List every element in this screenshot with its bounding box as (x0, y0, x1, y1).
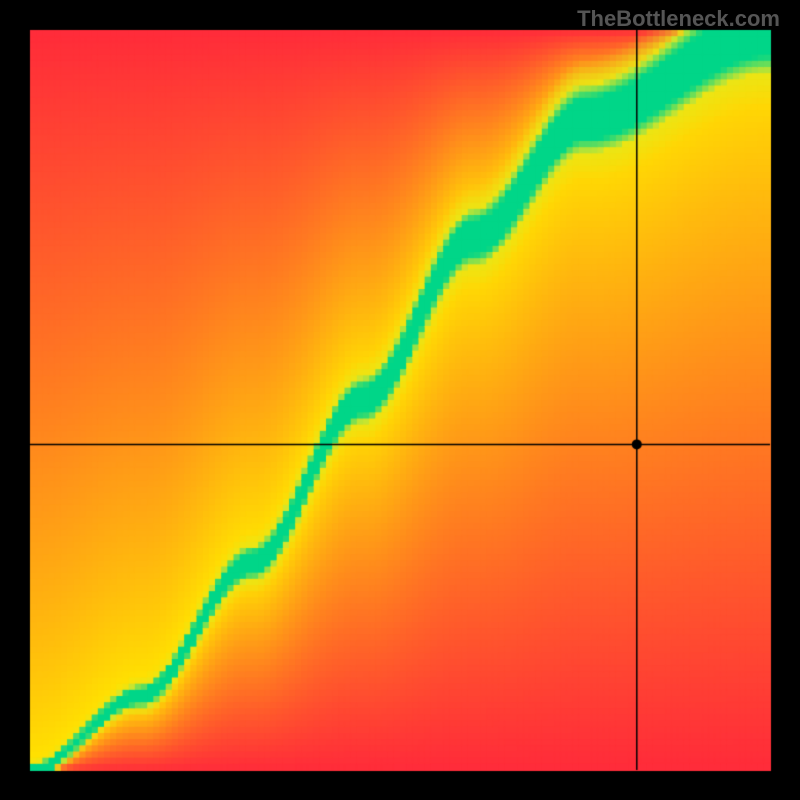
heatmap-canvas (0, 0, 800, 800)
chart-container: TheBottleneck.com (0, 0, 800, 800)
watermark-text: TheBottleneck.com (577, 6, 780, 32)
